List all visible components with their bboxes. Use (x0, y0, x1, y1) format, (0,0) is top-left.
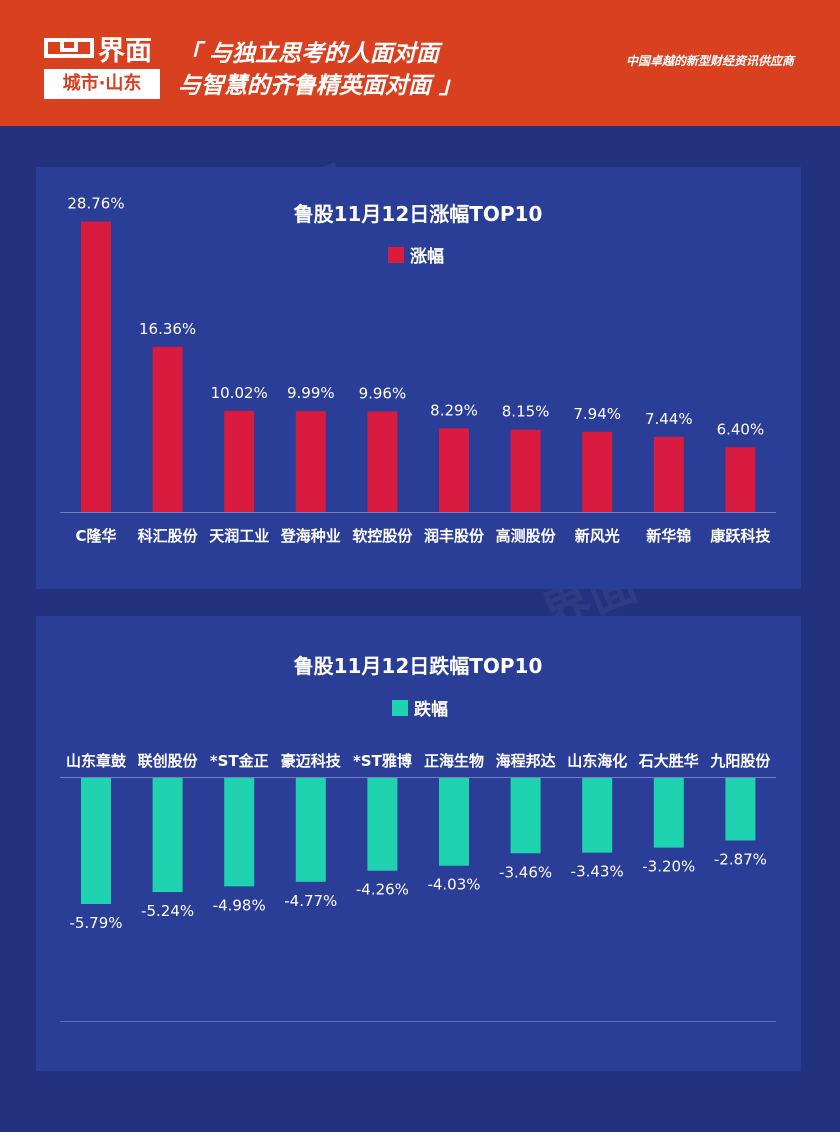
category-label: 正海生物 (424, 752, 484, 770)
bar (224, 778, 255, 887)
gainers-chart: 鲁股11月12日涨幅TOP10 涨幅 28.76% C隆华 16.36% 科汇股份 10.0… (60, 195, 776, 545)
data-label: 7.44% (645, 410, 693, 428)
slogan-line-1: 「 与独立思考的人面对面 (178, 41, 440, 67)
data-label: -4.03% (427, 876, 480, 894)
category-label: 山东章鼓 (66, 752, 127, 770)
data-label: 9.99% (287, 384, 335, 402)
data-label: -3.20% (642, 858, 695, 876)
data-label: 8.29% (430, 401, 478, 419)
slogan-line-2: 与智慧的齐鲁精英面对面 」 (178, 73, 463, 99)
bar (439, 778, 469, 866)
category-label: 润丰股份 (424, 527, 485, 545)
bar (725, 778, 756, 841)
bar (81, 778, 111, 904)
category-label: 高测股份 (496, 527, 557, 545)
legend-label: 涨幅 (410, 246, 444, 267)
data-label: 28.76% (67, 195, 124, 213)
header-banner: 界面 城市·山东 「 与独立思考的人面对面 与智慧的齐鲁精英面对面 」 中国卓越… (0, 0, 840, 126)
category-label: 新华锦 (646, 527, 691, 545)
bar (367, 778, 398, 871)
category-label: 科汇股份 (138, 527, 199, 545)
brand-logo: 界面 城市·山东 (44, 30, 160, 100)
chart-title: 鲁股11月12日涨幅TOP10 (294, 202, 543, 226)
bar (582, 778, 613, 853)
category-label: 豪迈科技 (281, 752, 342, 770)
data-label: -3.46% (499, 863, 552, 881)
data-label: -4.98% (213, 896, 266, 914)
category-label: 海程邦达 (496, 752, 556, 770)
category-label: 康跃科技 (710, 527, 771, 545)
losers-chart: 鲁股11月12日跌幅TOP10 跌幅 -5.79% 山东章鼓 -5.24% 联创股份 -4.… (60, 654, 776, 1022)
data-label: 9.96% (359, 384, 407, 402)
data-label: 6.40% (717, 420, 765, 438)
category-label: 石大胜华 (638, 752, 699, 770)
category-label: *ST雅博 (353, 752, 412, 770)
data-label: 16.36% (139, 320, 196, 338)
logo-subtitle: 城市·山东 (44, 69, 160, 99)
category-label: 山东海化 (567, 752, 627, 770)
gainers-chart-panel: 鲁股11月12日涨幅TOP10 涨幅 28.76% C隆华 16.36% 科汇股份 10.0… (36, 167, 801, 589)
bar (725, 447, 756, 512)
data-label: 7.94% (573, 405, 621, 423)
data-label: -5.24% (141, 902, 194, 920)
bar (295, 778, 326, 882)
losers-chart-panel: 鲁股11月12日跌幅TOP10 跌幅 -5.79% 山东章鼓 -5.24% 联创股份 -4.… (36, 616, 801, 1071)
bar (510, 778, 541, 854)
data-label: 8.15% (502, 403, 550, 421)
category-label: C隆华 (75, 527, 116, 545)
data-label: -3.43% (571, 863, 624, 881)
category-label: 登海种业 (280, 527, 341, 545)
logo-brand-text: 界面 (98, 35, 152, 67)
legend-swatch (392, 700, 408, 716)
category-label: 新风光 (575, 527, 620, 545)
legend-swatch (388, 247, 404, 263)
data-label: -5.79% (69, 914, 122, 932)
bar (510, 429, 541, 512)
data-label: -4.77% (284, 892, 337, 910)
data-label: -4.26% (356, 881, 409, 899)
bar (653, 436, 684, 512)
legend-label: 跌幅 (414, 699, 448, 720)
tagline: 中国卓越的新型财经资讯供应商 (625, 54, 794, 68)
data-label: -2.87% (714, 850, 767, 868)
bar (439, 428, 469, 512)
bar (152, 346, 183, 512)
data-label: 10.02% (211, 384, 268, 402)
bar (367, 411, 398, 512)
bar (81, 221, 111, 513)
category-label: 九阳股份 (709, 752, 771, 770)
bar (653, 778, 684, 848)
bar (295, 411, 326, 512)
category-label: 联创股份 (138, 752, 199, 770)
bar (224, 410, 255, 512)
category-label: *ST金正 (210, 752, 269, 770)
category-label: 天润工业 (209, 527, 269, 545)
chart-title: 鲁股11月12日跌幅TOP10 (294, 654, 543, 678)
bar (152, 778, 183, 893)
bar (582, 431, 613, 512)
logo-mark-icon (44, 36, 94, 60)
category-label: 软控股份 (352, 527, 413, 545)
